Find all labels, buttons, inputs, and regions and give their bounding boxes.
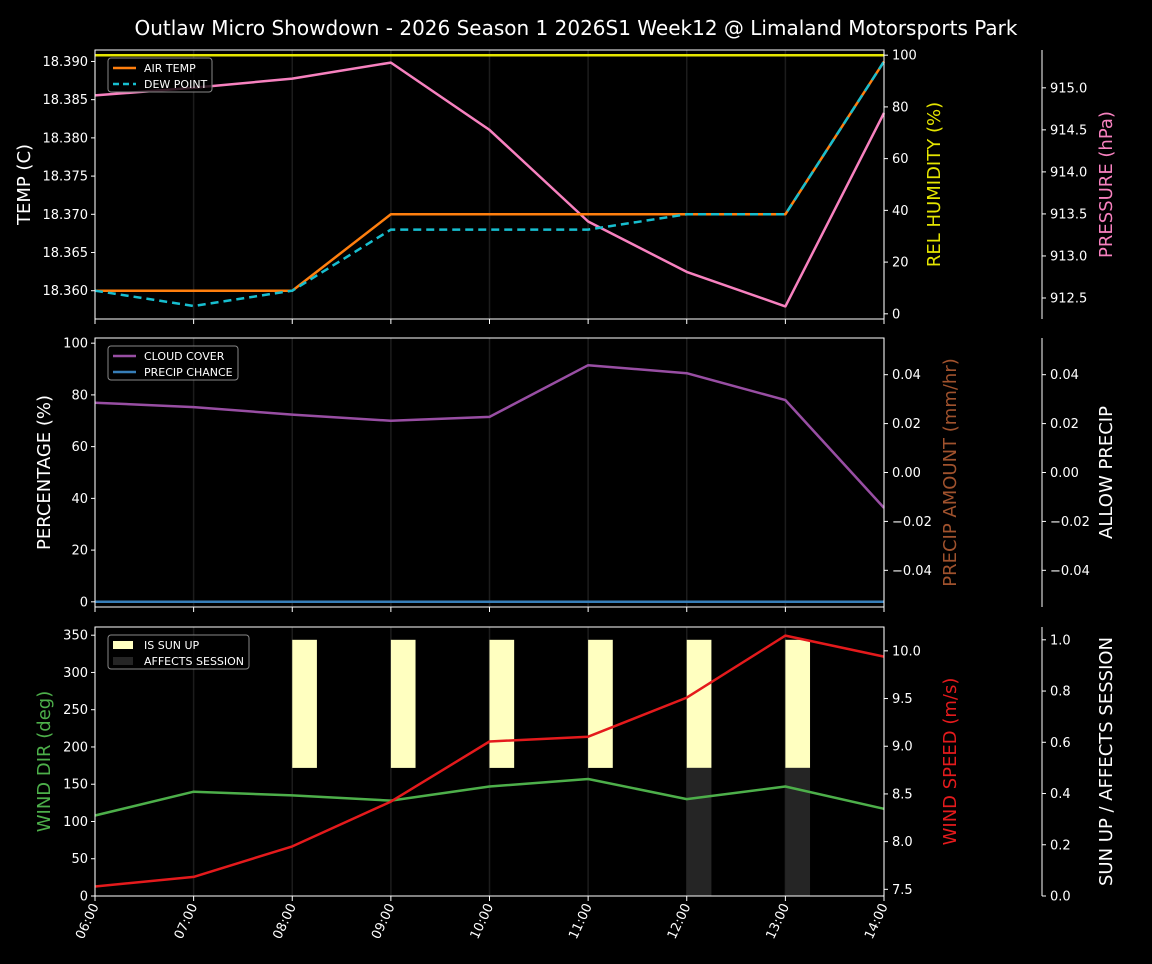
- right2-tick-label: 0.04: [1050, 368, 1079, 383]
- right2-tick-label: −0.02: [1050, 515, 1090, 530]
- sun-up-bar: [489, 639, 515, 768]
- legend-label: PRECIP CHANCE: [144, 366, 233, 379]
- left-tick-label: 80: [71, 388, 88, 403]
- chart-title: Outlaw Micro Showdown - 2026 Season 1 20…: [135, 16, 1018, 40]
- right2-tick-label: 0.4: [1050, 787, 1071, 802]
- left-tick-label: 18.375: [43, 170, 89, 185]
- right-tick-label: −0.02: [892, 515, 932, 530]
- left-tick-label: 18.390: [43, 55, 89, 70]
- right-tick-label: 0: [892, 307, 900, 322]
- legend-label: AIR TEMP: [144, 62, 196, 75]
- sun-up-bar: [588, 639, 613, 768]
- sun-up-bar: [686, 639, 712, 768]
- dew-point-line: [94, 60, 886, 308]
- right2-tick-label: 913.5: [1050, 207, 1087, 222]
- right-tick-label: 0.02: [892, 417, 921, 432]
- right-tick-label: 9.0: [892, 740, 913, 755]
- right-tick-label: 9.5: [892, 692, 913, 707]
- right-axis-label: REL HUMIDITY (%): [924, 102, 945, 267]
- right2-tick-label: 914.0: [1050, 165, 1087, 180]
- legend-wind: IS SUN UP AFFECTS SESSION: [107, 634, 250, 670]
- right-tick-label: 8.0: [892, 835, 913, 850]
- right2-axis-label: ALLOW PRECIP: [1096, 406, 1117, 539]
- right2-tick-label: 1.0: [1050, 633, 1071, 648]
- sun-up-bar: [390, 639, 416, 768]
- cloud-cover-line: [94, 363, 885, 509]
- legend-label: IS SUN UP: [144, 639, 200, 652]
- right-axis-label: PRECIP AMOUNT (mm/hr): [940, 358, 961, 587]
- left-tick-label: 40: [71, 492, 88, 507]
- legend-label: CLOUD COVER: [144, 350, 225, 363]
- right-tick-label: 0.04: [892, 368, 921, 383]
- right2-tick-label: 0.00: [1050, 466, 1079, 481]
- left-axis-label: WIND DIR (deg): [34, 691, 55, 833]
- left-tick-label: 18.385: [43, 93, 89, 108]
- wind-dir-line: [94, 777, 885, 817]
- sun-up-bar: [785, 639, 811, 768]
- right-tick-label: −0.04: [892, 564, 932, 579]
- left-tick-label: 250: [63, 703, 88, 718]
- right-tick-label: 8.5: [892, 787, 913, 802]
- left-tick-label: 0: [80, 595, 88, 610]
- right2-tick-label: 0.2: [1050, 838, 1071, 853]
- left-tick-label: 20: [71, 544, 88, 559]
- left-tick-label: 50: [71, 852, 88, 867]
- right-tick-label: 80: [892, 100, 909, 115]
- right2-axis-label: SUN UP / AFFECTS SESSION: [1096, 637, 1117, 886]
- right2-tick-label: 912.5: [1050, 291, 1087, 306]
- left-axis-label: TEMP (C): [14, 144, 35, 226]
- left-tick-label: 0: [80, 890, 88, 905]
- right-tick-label: 10.0: [892, 644, 921, 659]
- right-tick-label: 7.5: [892, 883, 913, 898]
- panel-wind: 0 50 100 150 200 250 300 350 7.5 8.0 8.5 9.0 9.5 10.0…: [34, 626, 1117, 905]
- right2-tick-label: 915.0: [1050, 81, 1087, 96]
- wind-speed-line: [94, 634, 885, 888]
- right2-tick-label: 914.5: [1050, 123, 1087, 138]
- right2-axis-label: PRESSURE (hPa): [1096, 111, 1117, 258]
- right2-tick-label: 0.0: [1050, 890, 1071, 905]
- right2-tick-label: 0.6: [1050, 736, 1071, 751]
- right-tick-label: 20: [892, 256, 909, 271]
- left-tick-label: 18.370: [43, 208, 89, 223]
- left-axis-label: PERCENTAGE (%): [34, 395, 55, 550]
- right2-tick-label: 913.0: [1050, 249, 1087, 264]
- right2-tick-label: 0.02: [1050, 417, 1079, 432]
- right-tick-label: 100: [892, 49, 917, 64]
- left-tick-label: 100: [63, 815, 88, 830]
- left-tick-label: 350: [63, 629, 88, 644]
- left-tick-label: 300: [63, 666, 88, 681]
- legend-label: AFFECTS SESSION: [144, 655, 244, 668]
- right2-tick-label: 0.8: [1050, 685, 1071, 700]
- left-tick-label: 18.360: [43, 284, 89, 299]
- right-tick-label: 0.00: [892, 466, 921, 481]
- panel-precip: 0 20 40 60 80 100 −0.04 −0.02 0.00 0.02 0.04 −0.04 −…: [34, 337, 1117, 612]
- left-tick-label: 200: [63, 740, 88, 755]
- sun-up-bar: [292, 639, 317, 768]
- left-tick-label: 18.365: [43, 246, 89, 261]
- left-tick-label: 60: [71, 440, 88, 455]
- right-axis-label: WIND SPEED (m/s): [940, 678, 961, 846]
- right2-tick-label: −0.04: [1050, 564, 1090, 579]
- legend-precip: CLOUD COVER PRECIP CHANCE: [107, 345, 239, 381]
- panel-temp: 18.360 18.365 18.370 18.375 18.380 18.385 18.3…: [14, 49, 1117, 324]
- left-tick-label: 150: [63, 778, 88, 793]
- right-tick-label: 60: [892, 152, 909, 167]
- legend-label: DEW POINT: [144, 78, 208, 91]
- left-tick-label: 18.380: [43, 131, 89, 146]
- pressure-line: [94, 61, 886, 308]
- left-tick-label: 100: [63, 337, 88, 352]
- legend-temp: AIR TEMP DEW POINT: [107, 57, 213, 93]
- affects-session-bar: [686, 767, 712, 896]
- right-tick-label: 40: [892, 204, 909, 219]
